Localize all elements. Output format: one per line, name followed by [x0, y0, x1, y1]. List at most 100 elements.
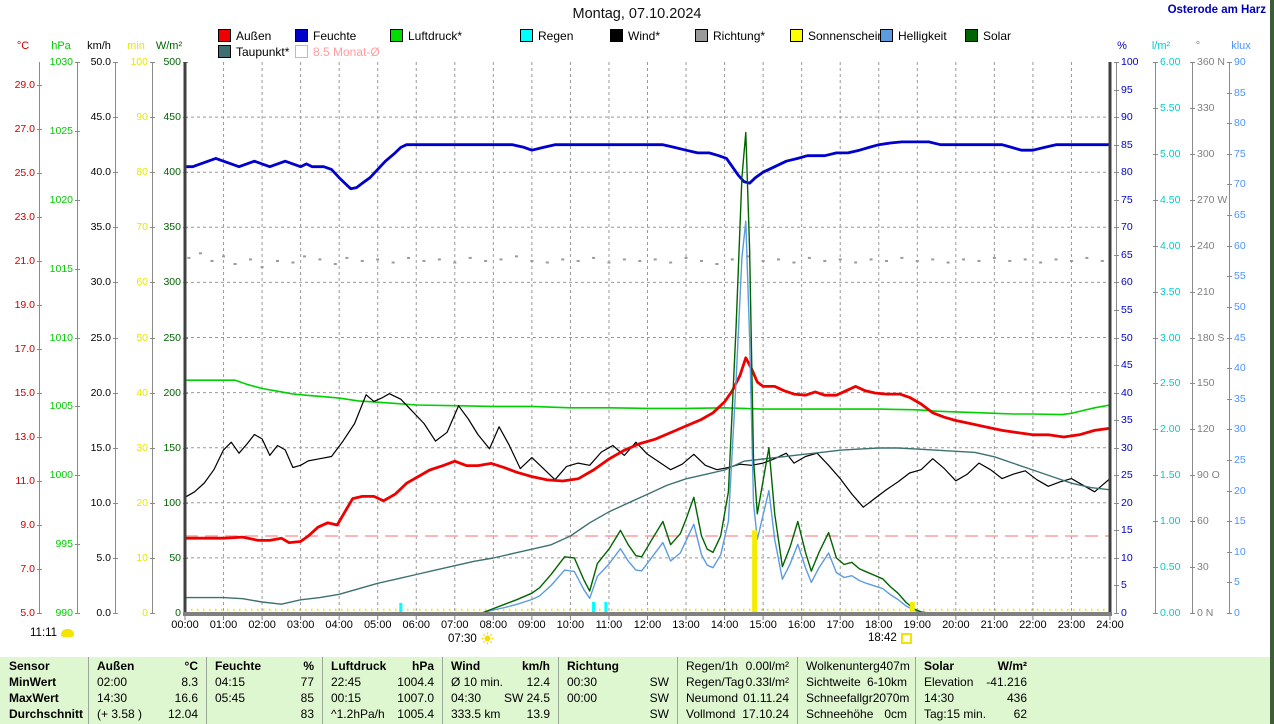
axis-tick — [1227, 429, 1232, 431]
axis-tick — [1153, 521, 1158, 523]
axis-tick-label: 60 — [136, 276, 148, 289]
series-richtung-dot — [222, 255, 226, 258]
table-cell: 2070m — [872, 691, 910, 705]
axis-tick-label: 85 — [1234, 86, 1246, 99]
axis-tick-label: 25 — [1121, 469, 1133, 482]
legend-label: Wind* — [628, 28, 661, 43]
x-axis-label: 23:00 — [1057, 619, 1086, 631]
table-cell: hPa — [411, 659, 434, 673]
table-separator — [915, 657, 916, 724]
series-richtung-dot — [1085, 256, 1089, 259]
table-cell: 77 — [300, 675, 314, 689]
axis-tick-label: 11.0 — [15, 474, 35, 487]
axis-tick — [113, 557, 118, 559]
x-tick — [916, 616, 918, 620]
axis-tick — [75, 268, 80, 270]
table-cell: Außen — [97, 659, 135, 673]
axis-tick — [37, 436, 42, 438]
series-richtung-dot — [746, 255, 750, 258]
x-tick — [955, 616, 957, 620]
table-row: Wind km/h — [442, 658, 556, 674]
axis-tick-label: 1030 — [49, 56, 73, 68]
axis-tick-label: 0 — [1234, 607, 1240, 619]
legend-swatch — [790, 29, 803, 42]
x-tick — [839, 616, 841, 620]
axis-tick-label: 25 — [1234, 453, 1246, 466]
axis-tick-label: 400 — [163, 166, 181, 179]
axis-tick-label: 40.0 — [90, 166, 111, 179]
axis-tick — [1190, 613, 1195, 614]
sunrise-time: 07:30 — [448, 632, 477, 645]
series-richtung-dot — [653, 258, 657, 261]
legend-label: 8.5 Monat-Ø — [313, 44, 380, 59]
axis-tick — [1227, 276, 1232, 278]
axis-tick — [1227, 490, 1232, 492]
table-cell: MinWert — [9, 675, 57, 689]
series-taupunkt — [185, 447, 1111, 605]
axis-tick — [1114, 117, 1119, 119]
table-row: 14:30 16.6 — [88, 690, 204, 706]
series-regen-bar — [399, 602, 403, 613]
x-axis-label: 00:00 — [171, 619, 199, 631]
axis-tick-label: 300 — [1197, 147, 1215, 160]
axis-tick-label: 120 — [1197, 423, 1215, 436]
axis-tick-label: 1.50 — [1160, 469, 1181, 482]
table-cell: 436 — [1006, 691, 1027, 705]
x-axis-label: 13:00 — [672, 619, 700, 631]
x-axis-label: 12:00 — [633, 619, 662, 631]
axis-tick-label: 40 — [1234, 362, 1246, 375]
axis-tick — [150, 337, 155, 339]
table-cell: 00:30 — [567, 675, 598, 689]
axis-tick-label: 90 — [1234, 56, 1246, 68]
table-row: Sichtweite 6-10km — [797, 674, 913, 690]
axis-tick — [1153, 429, 1158, 431]
axis-tick — [1227, 62, 1232, 63]
axis-tick-label: 85 — [1121, 138, 1133, 151]
axis-unit-l/m²: l/m² — [1151, 40, 1171, 52]
axis-tick — [150, 613, 155, 614]
axis-tick — [37, 480, 42, 482]
series-au-en — [185, 356, 1111, 544]
axis-tick-label: 75 — [1234, 147, 1246, 160]
table-cell: Feuchte — [215, 659, 262, 673]
table-cell: 04:30 — [451, 691, 482, 705]
axis-tick — [1190, 337, 1195, 339]
series-feuchte — [185, 140, 1110, 191]
axis-tick — [37, 216, 42, 218]
series-richtung-dot — [823, 259, 827, 262]
x-tick — [569, 616, 571, 620]
legend-item-helligkeit: Helligkeit — [880, 29, 947, 43]
axis-tick — [1227, 551, 1232, 553]
x-axis-label: 24:00 — [1096, 619, 1124, 631]
axis-tick — [1114, 530, 1119, 532]
axis-tick — [1114, 172, 1119, 174]
axis-tick-label: 300 — [163, 276, 181, 289]
axis-tick-label: 55 — [1121, 303, 1133, 316]
legend-label: Taupunkt* — [236, 44, 290, 59]
table-column: Wind km/h Ø 10 min. 12.4 04:30 SW 24.5 333.5 k… — [442, 658, 556, 722]
axis-tick — [75, 475, 80, 477]
series-luftdruck — [185, 379, 1111, 416]
x-tick — [223, 616, 225, 620]
table-row: 00:30 SW — [558, 674, 675, 690]
axis-tick — [1227, 521, 1232, 523]
table-cell: 62 — [1013, 707, 1027, 721]
axis-tick — [1114, 557, 1119, 559]
table-row-label: Durchschnitt — [0, 706, 86, 722]
table-cell: Luftdruck — [331, 659, 387, 673]
table-cell: SW 24.5 — [503, 691, 550, 705]
series-richtung-dot — [900, 256, 904, 259]
axis-tick-label: 0.0 — [96, 607, 111, 619]
axis-tick — [1227, 306, 1232, 308]
table-cell: 12.4 — [526, 675, 550, 689]
x-axis-label: 11:00 — [595, 619, 623, 631]
axis-tick-label: 50.0 — [90, 56, 111, 68]
axis-tick-label: 10 — [136, 551, 148, 564]
table-column: Feuchte% 04:15 77 05:45 85 83 — [206, 658, 320, 722]
table-cell: 17.10.24 — [742, 707, 789, 721]
axis-tick — [1227, 123, 1232, 125]
axis-tick-label: 60 — [1121, 276, 1133, 289]
series-richtung-dot — [854, 261, 858, 264]
axis-unit-%: % — [1117, 40, 1127, 52]
legend-label: Richtung* — [713, 28, 766, 43]
